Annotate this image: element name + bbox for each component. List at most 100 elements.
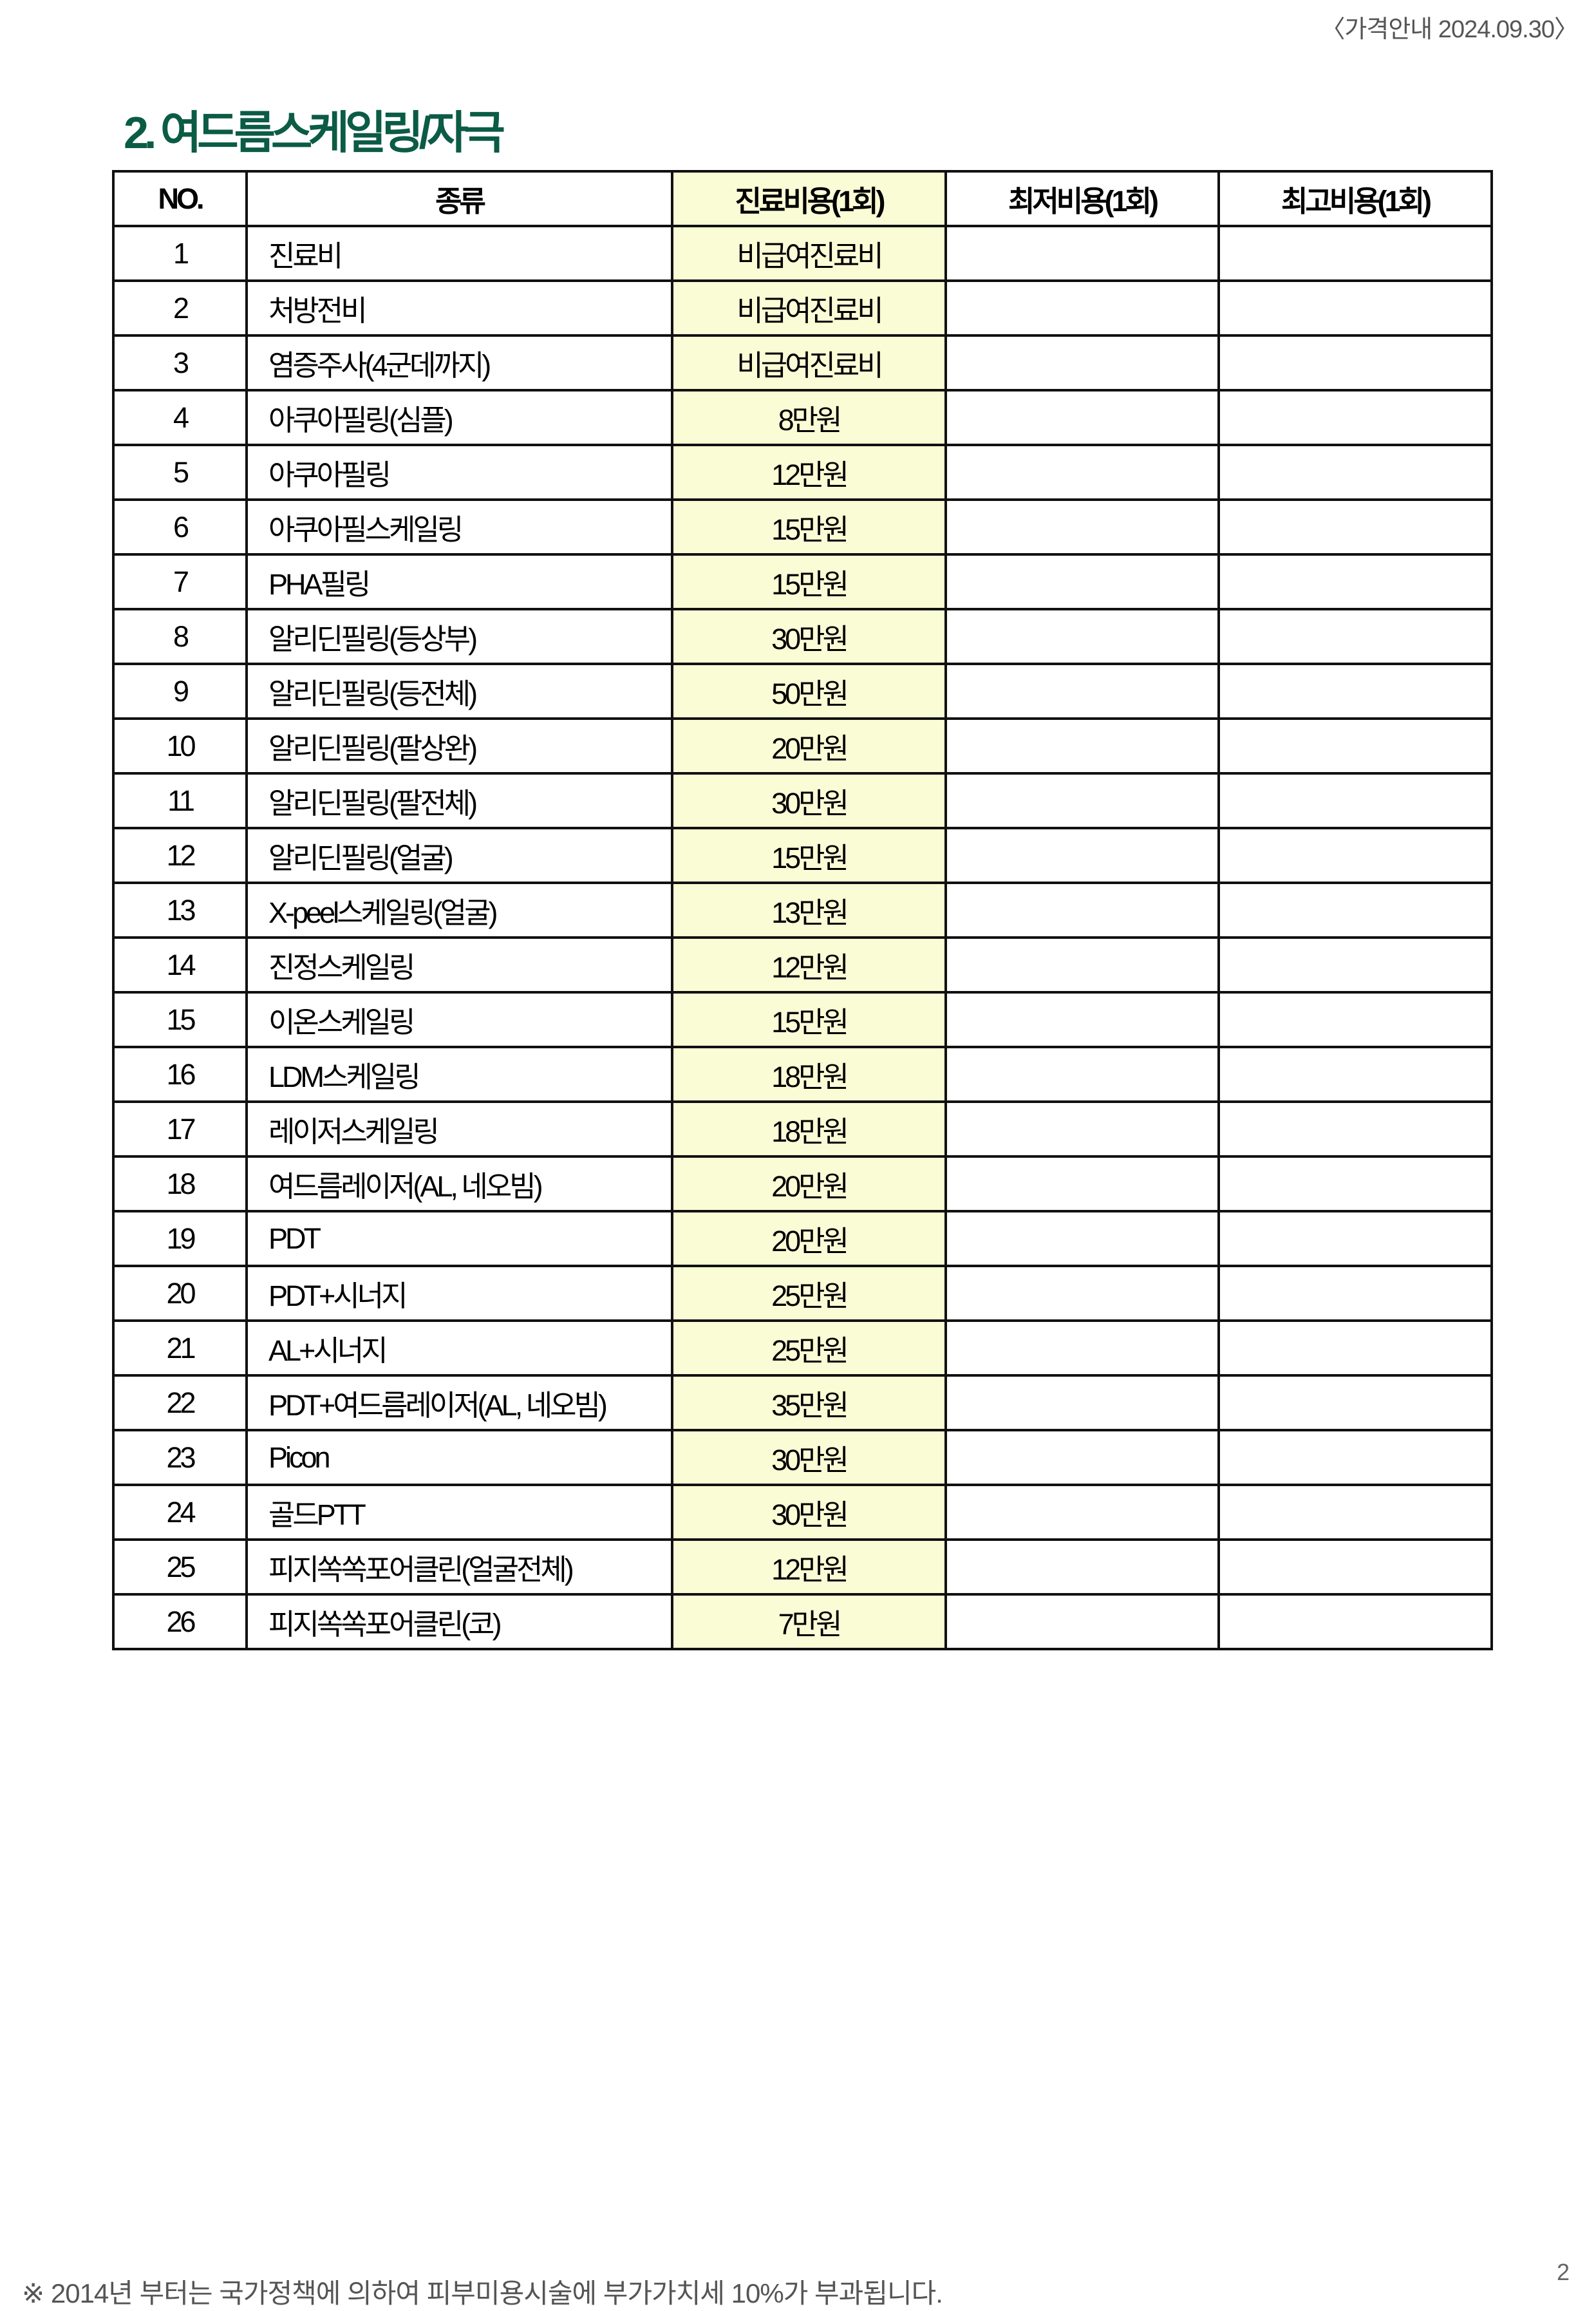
treatment-name: 여드름레이저(AL, 네오빔): [245, 1155, 673, 1212]
treatment-name: LDM스케일링: [245, 1046, 673, 1103]
row-number: 24: [112, 1484, 248, 1541]
max-cost: [1217, 1046, 1493, 1103]
max-cost: [1217, 553, 1493, 610]
table-row: 3 염증주사(4군데까지) 비급여진료비: [112, 334, 1493, 391]
treatment-name: 아쿠아필스케일링: [245, 498, 673, 556]
column-header-min-cost: 최저비용(1회): [944, 170, 1220, 227]
treatment-cost: 비급여진료비: [671, 334, 947, 391]
row-number: 6: [112, 498, 248, 556]
max-cost: [1217, 1593, 1493, 1650]
treatment-cost: 18만원: [671, 1046, 947, 1103]
max-cost: [1217, 991, 1493, 1048]
row-number: 23: [112, 1429, 248, 1486]
table-row: 11 알리딘필링(팔전체) 30만원: [112, 772, 1493, 829]
max-cost: [1217, 827, 1493, 884]
min-cost: [944, 827, 1220, 884]
treatment-cost: 30만원: [671, 772, 947, 829]
row-number: 22: [112, 1374, 248, 1431]
row-number: 9: [112, 663, 248, 720]
treatment-name: 레이저스케일링: [245, 1100, 673, 1158]
page-number: 2: [1557, 2259, 1570, 2285]
treatment-name: PDT: [245, 1210, 673, 1267]
table-row: 25 피지쏙쏙포어클린(얼굴전체) 12만원: [112, 1538, 1493, 1596]
treatment-name: 처방전비: [245, 279, 673, 337]
max-cost: [1217, 1210, 1493, 1267]
table-row: 14 진정스케일링 12만원: [112, 936, 1493, 994]
max-cost: [1217, 1155, 1493, 1212]
table-row: 23 Picon 30만원: [112, 1429, 1493, 1486]
treatment-cost: 12만원: [671, 936, 947, 994]
min-cost: [944, 772, 1220, 829]
min-cost: [944, 553, 1220, 610]
row-number: 10: [112, 717, 248, 775]
row-number: 1: [112, 225, 248, 282]
row-number: 13: [112, 882, 248, 939]
table-row: 12 알리딘필링(얼굴) 15만원: [112, 827, 1493, 884]
treatment-cost: 7만원: [671, 1593, 947, 1650]
row-number: 17: [112, 1100, 248, 1158]
treatment-name: 진정스케일링: [245, 936, 673, 994]
treatment-name: 알리딘필링(등상부): [245, 608, 673, 665]
max-cost: [1217, 772, 1493, 829]
table-row: 22 PDT+여드름레이저(AL, 네오빔) 35만원: [112, 1374, 1493, 1431]
treatment-name: 알리딘필링(팔상완): [245, 717, 673, 775]
treatment-cost: 18만원: [671, 1100, 947, 1158]
max-cost: [1217, 1100, 1493, 1158]
treatment-name: 골드PTT: [245, 1484, 673, 1541]
max-cost: [1217, 882, 1493, 939]
table-row: 15 이온스케일링 15만원: [112, 991, 1493, 1048]
treatment-name: 피지쏙쏙포어클린(코): [245, 1593, 673, 1650]
treatment-cost: 15만원: [671, 553, 947, 610]
treatment-name: X-peel스케일링(얼굴): [245, 882, 673, 939]
treatment-cost: 15만원: [671, 991, 947, 1048]
row-number: 15: [112, 991, 248, 1048]
treatment-cost: 20만원: [671, 1155, 947, 1212]
treatment-name: PDT+여드름레이저(AL, 네오빔): [245, 1374, 673, 1431]
treatment-cost: 30만원: [671, 1429, 947, 1486]
row-number: 16: [112, 1046, 248, 1103]
max-cost: [1217, 225, 1493, 282]
max-cost: [1217, 1484, 1493, 1541]
row-number: 2: [112, 279, 248, 337]
min-cost: [944, 1100, 1220, 1158]
min-cost: [944, 389, 1220, 446]
table-row: 7 PHA필링 15만원: [112, 553, 1493, 610]
row-number: 26: [112, 1593, 248, 1650]
min-cost: [944, 1210, 1220, 1267]
min-cost: [944, 1265, 1220, 1322]
treatment-cost: 13만원: [671, 882, 947, 939]
min-cost: [944, 1155, 1220, 1212]
max-cost: [1217, 663, 1493, 720]
min-cost: [944, 936, 1220, 994]
table-row: 6 아쿠아필스케일링 15만원: [112, 498, 1493, 556]
treatment-name: AL+시너지: [245, 1319, 673, 1377]
max-cost: [1217, 444, 1493, 501]
min-cost: [944, 882, 1220, 939]
treatment-cost: 비급여진료비: [671, 225, 947, 282]
treatment-cost: 8만원: [671, 389, 947, 446]
row-number: 12: [112, 827, 248, 884]
table-row: 21 AL+시너지 25만원: [112, 1319, 1493, 1377]
table-row: 20 PDT+시너지 25만원: [112, 1265, 1493, 1322]
min-cost: [944, 1484, 1220, 1541]
max-cost: [1217, 936, 1493, 994]
min-cost: [944, 1046, 1220, 1103]
treatment-name: 알리딘필링(등전체): [245, 663, 673, 720]
table-row: 13 X-peel스케일링(얼굴) 13만원: [112, 882, 1493, 939]
max-cost: [1217, 1538, 1493, 1596]
table-row: 8 알리딘필링(등상부) 30만원: [112, 608, 1493, 665]
treatment-cost: 비급여진료비: [671, 279, 947, 337]
table-header-row: NO. 종류 진료비용(1회) 최저비용(1회) 최고비용(1회): [112, 170, 1493, 227]
row-number: 14: [112, 936, 248, 994]
treatment-cost: 12만원: [671, 444, 947, 501]
table-row: 18 여드름레이저(AL, 네오빔) 20만원: [112, 1155, 1493, 1212]
treatment-name: 알리딘필링(얼굴): [245, 827, 673, 884]
treatment-cost: 50만원: [671, 663, 947, 720]
treatment-cost: 30만원: [671, 608, 947, 665]
table-row: 2 처방전비 비급여진료비: [112, 279, 1493, 337]
max-cost: [1217, 389, 1493, 446]
treatment-name: Picon: [245, 1429, 673, 1486]
min-cost: [944, 608, 1220, 665]
table-row: 19 PDT 20만원: [112, 1210, 1493, 1267]
treatment-name: 진료비: [245, 225, 673, 282]
